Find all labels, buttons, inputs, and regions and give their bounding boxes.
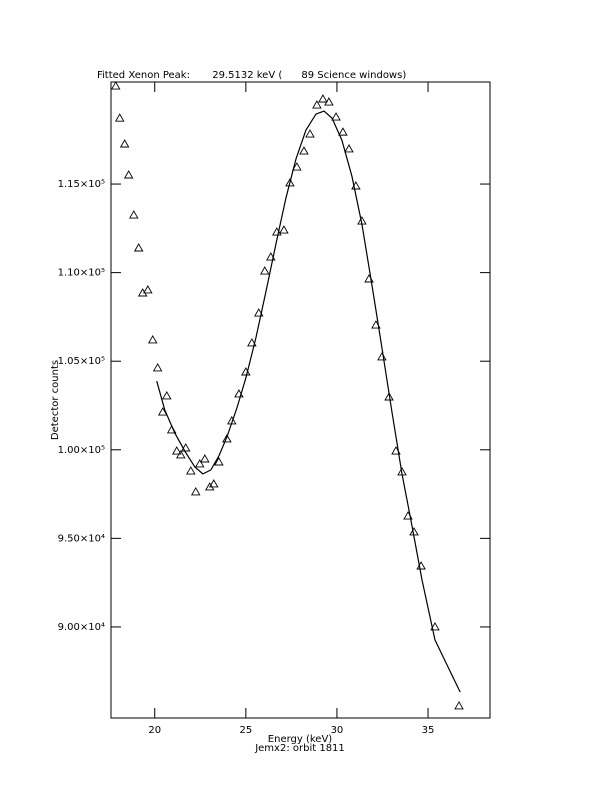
data-point	[222, 434, 232, 443]
y-axis-label: Detector counts	[50, 360, 61, 440]
data-point	[318, 94, 328, 103]
data-point	[123, 170, 134, 179]
data-point	[384, 392, 394, 401]
y-tick-label: 1.15×10⁵	[58, 179, 105, 190]
plot-frame	[110, 81, 491, 719]
data-point	[324, 97, 334, 106]
data-point	[344, 144, 354, 153]
data-point	[200, 454, 210, 463]
x-tick-label: 30	[331, 725, 344, 736]
data-point	[143, 285, 153, 294]
data-point	[147, 335, 158, 344]
data-point	[137, 288, 148, 297]
data-point	[194, 459, 205, 468]
data-point	[114, 113, 125, 122]
data-point	[161, 391, 172, 400]
data-point	[180, 443, 191, 452]
data-point	[133, 243, 144, 252]
data-point	[247, 338, 257, 347]
y-tick-label: 1.05×10⁵	[58, 356, 105, 367]
data-point	[208, 479, 219, 488]
y-tick-label: 1.10×10⁵	[58, 268, 105, 279]
data-point	[299, 146, 309, 155]
data-point	[186, 466, 196, 475]
data-point	[338, 127, 348, 136]
y-tick-label: 1.00×10⁵	[58, 445, 105, 456]
data-point	[377, 352, 387, 361]
data-point	[454, 701, 464, 710]
chart-title: Fitted Xenon Peak: 29.5132 keV ( 89 Scie…	[97, 70, 406, 81]
data-point	[331, 112, 341, 121]
data-point	[312, 100, 322, 109]
data-point	[119, 139, 130, 148]
data-point	[292, 162, 302, 171]
data-point	[172, 446, 182, 455]
data-point	[157, 407, 168, 416]
data-point	[253, 308, 264, 317]
data-point	[204, 482, 215, 491]
y-tick-label: 9.00×10⁴	[58, 622, 105, 633]
data-point	[430, 622, 440, 631]
subtitle: Jemx2: orbit 1811	[254, 743, 345, 754]
x-tick-label: 25	[239, 725, 252, 736]
data-point	[152, 363, 163, 372]
fit-line	[156, 110, 461, 693]
data-point	[260, 266, 270, 275]
x-tick-label: 20	[148, 725, 161, 736]
x-axis-label: Energy (keV)	[268, 734, 333, 745]
data-point	[110, 81, 121, 90]
x-tick-label: 35	[422, 725, 435, 736]
data-point	[279, 225, 289, 234]
data-point	[285, 178, 295, 187]
data-point	[214, 457, 224, 466]
data-point	[190, 487, 201, 496]
data-point	[305, 129, 315, 138]
data-point	[176, 450, 186, 459]
y-tick-label: 9.50×10⁴	[58, 533, 105, 544]
data-point	[129, 210, 139, 219]
